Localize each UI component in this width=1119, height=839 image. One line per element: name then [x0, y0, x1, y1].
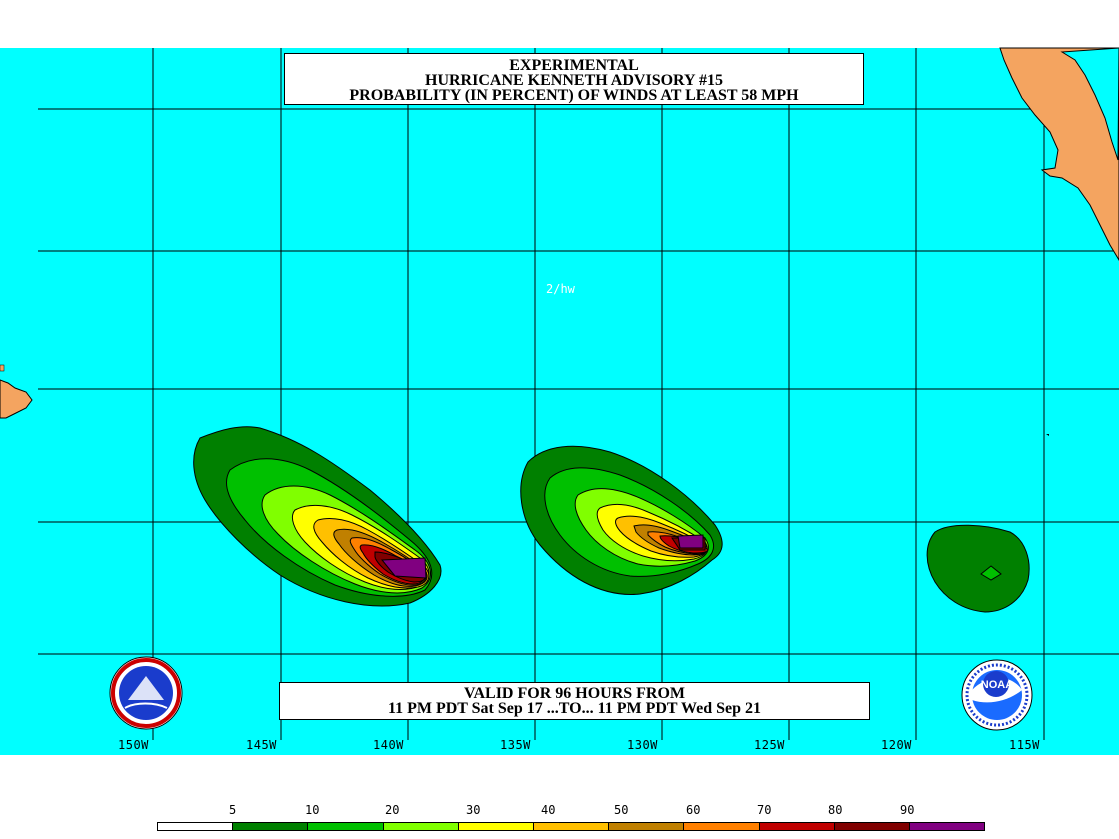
map-title-box: EXPERIMENTAL HURRICANE KENNETH ADVISORY …	[284, 53, 864, 105]
legend-threshold: 10	[305, 803, 320, 817]
legend-swatch	[759, 823, 835, 830]
lon-label: 150W	[118, 738, 149, 752]
legend-swatch	[684, 823, 760, 830]
valid-line-2: 11 PM PDT Sat Sep 17 ...TO... 11 PM PDT …	[387, 700, 762, 717]
lon-label: 115W	[1009, 738, 1040, 752]
noaa-logo-text: NOAA	[980, 679, 1014, 691]
land-mexico	[999, 47, 1119, 261]
legend-threshold: 5	[229, 803, 237, 817]
lon-label: 120W	[881, 738, 912, 752]
legend-color-bar	[157, 822, 985, 831]
legend-swatch	[233, 823, 309, 830]
lat-lon-grid	[38, 48, 1119, 740]
legend-threshold: 60	[686, 803, 701, 817]
legend-threshold: 80	[828, 803, 843, 817]
map-area	[0, 48, 1119, 755]
legend-swatch	[834, 823, 910, 830]
legend-swatch	[158, 823, 234, 830]
prob-max	[677, 534, 704, 549]
legend-threshold: 20	[385, 803, 400, 817]
title-line-3: PROBABILITY (IN PERCENT) OF WINDS AT LEA…	[349, 87, 799, 104]
lon-label: 135W	[500, 738, 531, 752]
land-hawaii-small	[0, 364, 5, 372]
map-annotation: 2/hw	[546, 282, 575, 296]
probability-swath-east	[926, 524, 1030, 613]
probability-swath-west	[193, 426, 442, 607]
legend-threshold: 90	[900, 803, 915, 817]
legend-swatch	[533, 823, 610, 830]
legend-swatch	[909, 823, 985, 830]
prob-20	[980, 565, 1002, 581]
legend-threshold: 30	[466, 803, 481, 817]
title-line-2: HURRICANE KENNETH ADVISORY #15	[425, 72, 723, 89]
prob-10	[926, 524, 1030, 613]
noaa-logo	[961, 659, 1033, 731]
title-line-1: EXPERIMENTAL	[509, 57, 639, 74]
legend-swatch	[609, 823, 685, 830]
prob-max	[380, 557, 427, 579]
land-speck	[1046, 434, 1049, 436]
legend-swatch	[458, 823, 534, 830]
legend-swatch	[308, 823, 384, 830]
legend-threshold: 50	[614, 803, 629, 817]
nws-logo	[109, 656, 183, 730]
legend-swatch	[383, 823, 459, 830]
land-hawaii	[0, 379, 33, 419]
lon-label: 140W	[373, 738, 404, 752]
lon-label: 145W	[246, 738, 277, 752]
valid-line-1: VALID FOR 96 HOURS FROM	[463, 685, 686, 702]
lon-label: 130W	[627, 738, 658, 752]
legend-threshold: 70	[757, 803, 772, 817]
valid-period-box: VALID FOR 96 HOURS FROM 11 PM PDT Sat Se…	[279, 682, 870, 720]
lon-label: 125W	[754, 738, 785, 752]
probability-swath-central	[520, 445, 723, 595]
legend-threshold: 40	[541, 803, 556, 817]
